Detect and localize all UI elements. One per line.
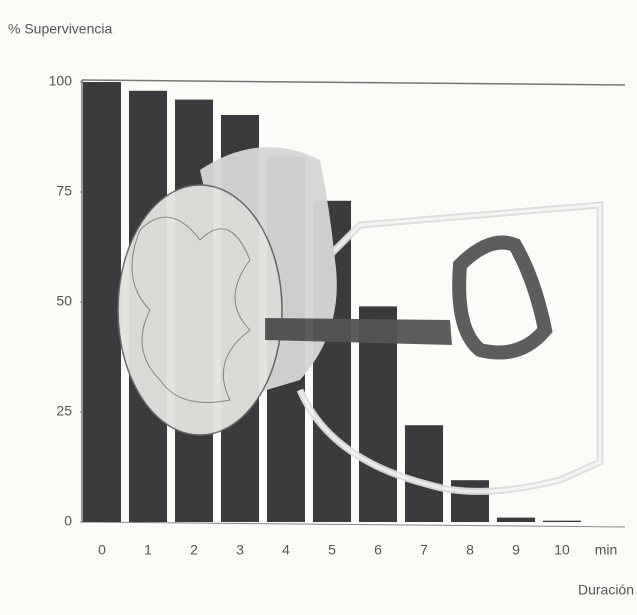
x-tick-label: 7: [420, 542, 428, 558]
x-tick-label: 4: [282, 542, 290, 558]
brain: [118, 185, 282, 435]
page: {"chart_data": {"type": "bar", "title": …: [0, 0, 637, 615]
y-tick-label: 25: [56, 403, 72, 419]
bar: [83, 82, 121, 522]
x-tick-label: 2: [190, 542, 198, 558]
x-tick-label: 0: [98, 542, 106, 558]
x-tick-label: 5: [328, 542, 336, 558]
bar: [497, 518, 535, 522]
bar: [543, 521, 581, 522]
x-tick-label: 8: [466, 542, 474, 558]
x-axis: [82, 522, 625, 527]
x-tick-label: 1: [144, 542, 152, 558]
chart: % Supervivencia Duración min 02550751000…: [0, 0, 637, 615]
y-tick-label: 50: [56, 293, 72, 309]
heart: [459, 243, 545, 353]
x-axis-title: Duración: [578, 582, 634, 598]
y-tick-label: 100: [49, 73, 73, 89]
x-tick-label: 10: [554, 542, 570, 558]
top-frame: [82, 80, 625, 85]
bar: [451, 480, 489, 522]
chart-title: % Supervivencia: [8, 21, 112, 37]
y-tick-label: 0: [64, 513, 72, 529]
y-tick-label: 75: [56, 183, 72, 199]
x-tick-label: 6: [374, 542, 382, 558]
x-tick-label: 3: [236, 542, 244, 558]
bar: [405, 425, 443, 522]
x-unit: min: [595, 542, 618, 558]
x-tick-label: 9: [512, 542, 520, 558]
